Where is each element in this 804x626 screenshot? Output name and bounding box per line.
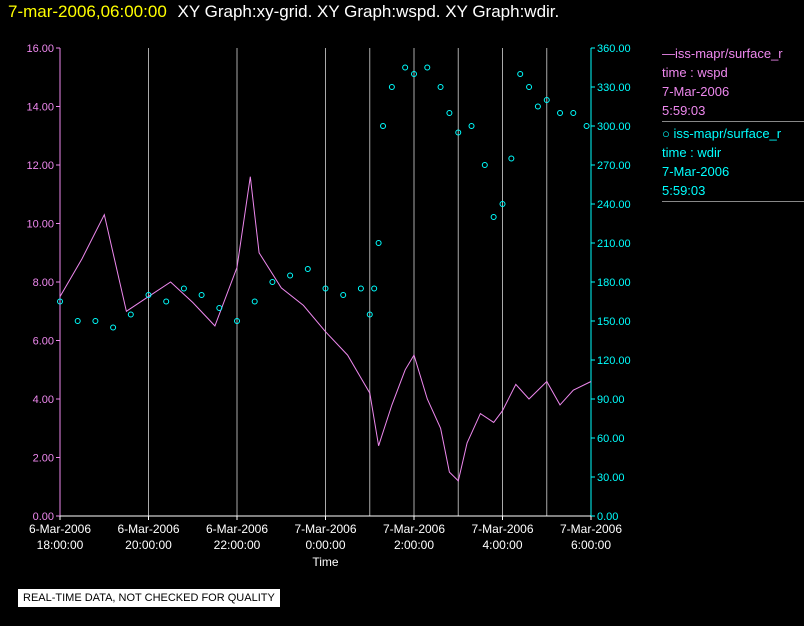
series-wdir-point-36 [534,103,541,110]
series-wdir-point-18 [366,311,373,318]
series-wdir-point-28 [455,129,462,136]
series-wdir-point-30 [481,162,488,168]
x-tick-date-6: 7-Mar-2006 [560,522,622,536]
x-tick-time-0: 18:00:00 [37,538,84,552]
x-tick-time-2: 22:00:00 [214,538,261,552]
right-tick-label-1: 30.00 [597,472,625,484]
disclaimer-label: REAL-TIME DATA, NOT CHECKED FOR QUALITY [18,589,280,607]
series-wdir-point-25 [424,64,431,71]
left-tick-label-3: 6.00 [33,336,54,348]
x-tick-time-4: 2:00:00 [394,538,434,552]
x-tick-date-0: 6-Mar-2006 [29,522,91,536]
legend-wspd-time: 5:59:03 [662,103,706,118]
series-wdir-point-20 [375,240,382,246]
legend-wdir-var: time : wdir [662,145,722,160]
legend-wdir-name: ○ iss-mapr/surface_r [662,126,782,141]
legend-wdir: ○ iss-mapr/surface_r time : wdir 7-Mar-2… [662,124,804,202]
header-titles: XY Graph:xy-grid. XY Graph:wspd. XY Grap… [177,2,560,21]
right-tick-label-5: 150.00 [597,316,631,328]
right-tick-label-6: 180.00 [597,277,631,289]
series-wdir-point-17 [357,285,364,292]
series-wdir-point-7 [180,285,187,292]
series-wdir-point-6 [163,298,170,305]
x-tick-date-4: 7-Mar-2006 [383,522,445,536]
legend-wdir-time: 5:59:03 [662,183,706,198]
series-wdir-point-4 [127,311,134,318]
left-tick-label-8: 16.00 [26,43,54,55]
right-tick-label-11: 330.00 [597,82,631,94]
series-wdir-point-11 [251,298,258,305]
series-wdir-point-12 [269,279,276,285]
series-wdir-point-23 [402,64,409,71]
series-wdir-point-0 [57,298,63,305]
series-wdir-point-10 [234,318,240,324]
series-wdir-point-35 [526,84,533,90]
left-tick-label-5: 10.00 [26,219,54,231]
series-wdir-point-5 [145,292,152,298]
series-wdir-point-19 [371,285,378,292]
right-tick-label-7: 210.00 [597,238,631,250]
left-tick-label-7: 14.00 [26,102,54,114]
x-tick-date-5: 7-Mar-2006 [471,522,533,536]
series-wdir-point-24 [411,71,417,77]
right-tick-label-0: 0.00 [597,511,618,523]
series-wdir-point-22 [388,84,395,90]
x-tick-time-6: 6:00:00 [571,538,611,552]
right-tick-label-4: 120.00 [597,355,631,367]
series-wdir-point-27 [446,110,453,116]
right-tick-label-10: 300.00 [597,121,631,133]
right-tick-label-2: 60.00 [597,433,625,445]
series-wdir-point-2 [92,318,99,324]
series-wdir-point-16 [340,292,347,298]
series-wdir-point-40 [583,123,590,129]
right-tick-label-9: 270.00 [597,160,631,172]
series-wdir-point-13 [287,272,294,279]
left-tick-label-4: 8.00 [33,277,54,289]
header: 7-mar-2006,06:00:00 XY Graph:xy-grid. XY… [8,2,559,22]
right-tick-label-8: 240.00 [597,199,631,211]
x-axis-label: Time [312,555,339,569]
series-wdir-point-32 [499,201,506,207]
series-wdir-point-8 [198,292,205,298]
legend-wspd: —iss-mapr/surface_r time : wspd 7-Mar-20… [662,44,804,122]
series-wspd-line [59,176,592,482]
series-wdir-point-38 [557,110,564,116]
right-tick-label-12: 360.00 [597,43,631,55]
x-tick-time-5: 4:00:00 [482,538,522,552]
series-wdir-point-29 [468,123,475,129]
legend-wspd-name: —iss-mapr/surface_r [662,46,783,61]
series-wdir-point-33 [508,155,515,162]
series-wdir-point-37 [543,97,550,103]
series-wdir-point-15 [322,285,329,292]
x-tick-date-3: 7-Mar-2006 [294,522,356,536]
legend-wspd-date: 7-Mar-2006 [662,84,730,99]
series-wdir-point-31 [490,214,497,220]
series-wdir-point-1 [74,318,81,324]
series-wdir-point-3 [110,324,117,331]
left-tick-label-1: 2.00 [33,453,54,465]
x-tick-date-2: 6-Mar-2006 [206,522,268,536]
series-wdir-point-26 [437,84,444,90]
legend: —iss-mapr/surface_r time : wspd 7-Mar-20… [662,44,804,204]
series-wdir-point-34 [517,71,524,77]
right-tick-label-3: 90.00 [597,394,625,406]
legend-wdir-date: 7-Mar-2006 [662,164,730,179]
series-wdir-point-9 [216,305,223,311]
x-tick-date-1: 6-Mar-2006 [117,522,179,536]
header-time: 7-mar-2006,06:00:00 [8,2,167,21]
legend-wspd-var: time : wspd [662,65,728,80]
x-tick-time-1: 20:00:00 [125,538,172,552]
series-wdir-point-39 [570,110,577,116]
series-wdir-point-14 [304,266,311,272]
series-wdir-point-21 [380,123,387,129]
left-tick-label-2: 4.00 [33,394,54,406]
x-tick-time-3: 0:00:00 [305,538,345,552]
left-tick-label-6: 12.00 [26,160,54,172]
left-tick-label-0: 0.00 [33,511,54,523]
